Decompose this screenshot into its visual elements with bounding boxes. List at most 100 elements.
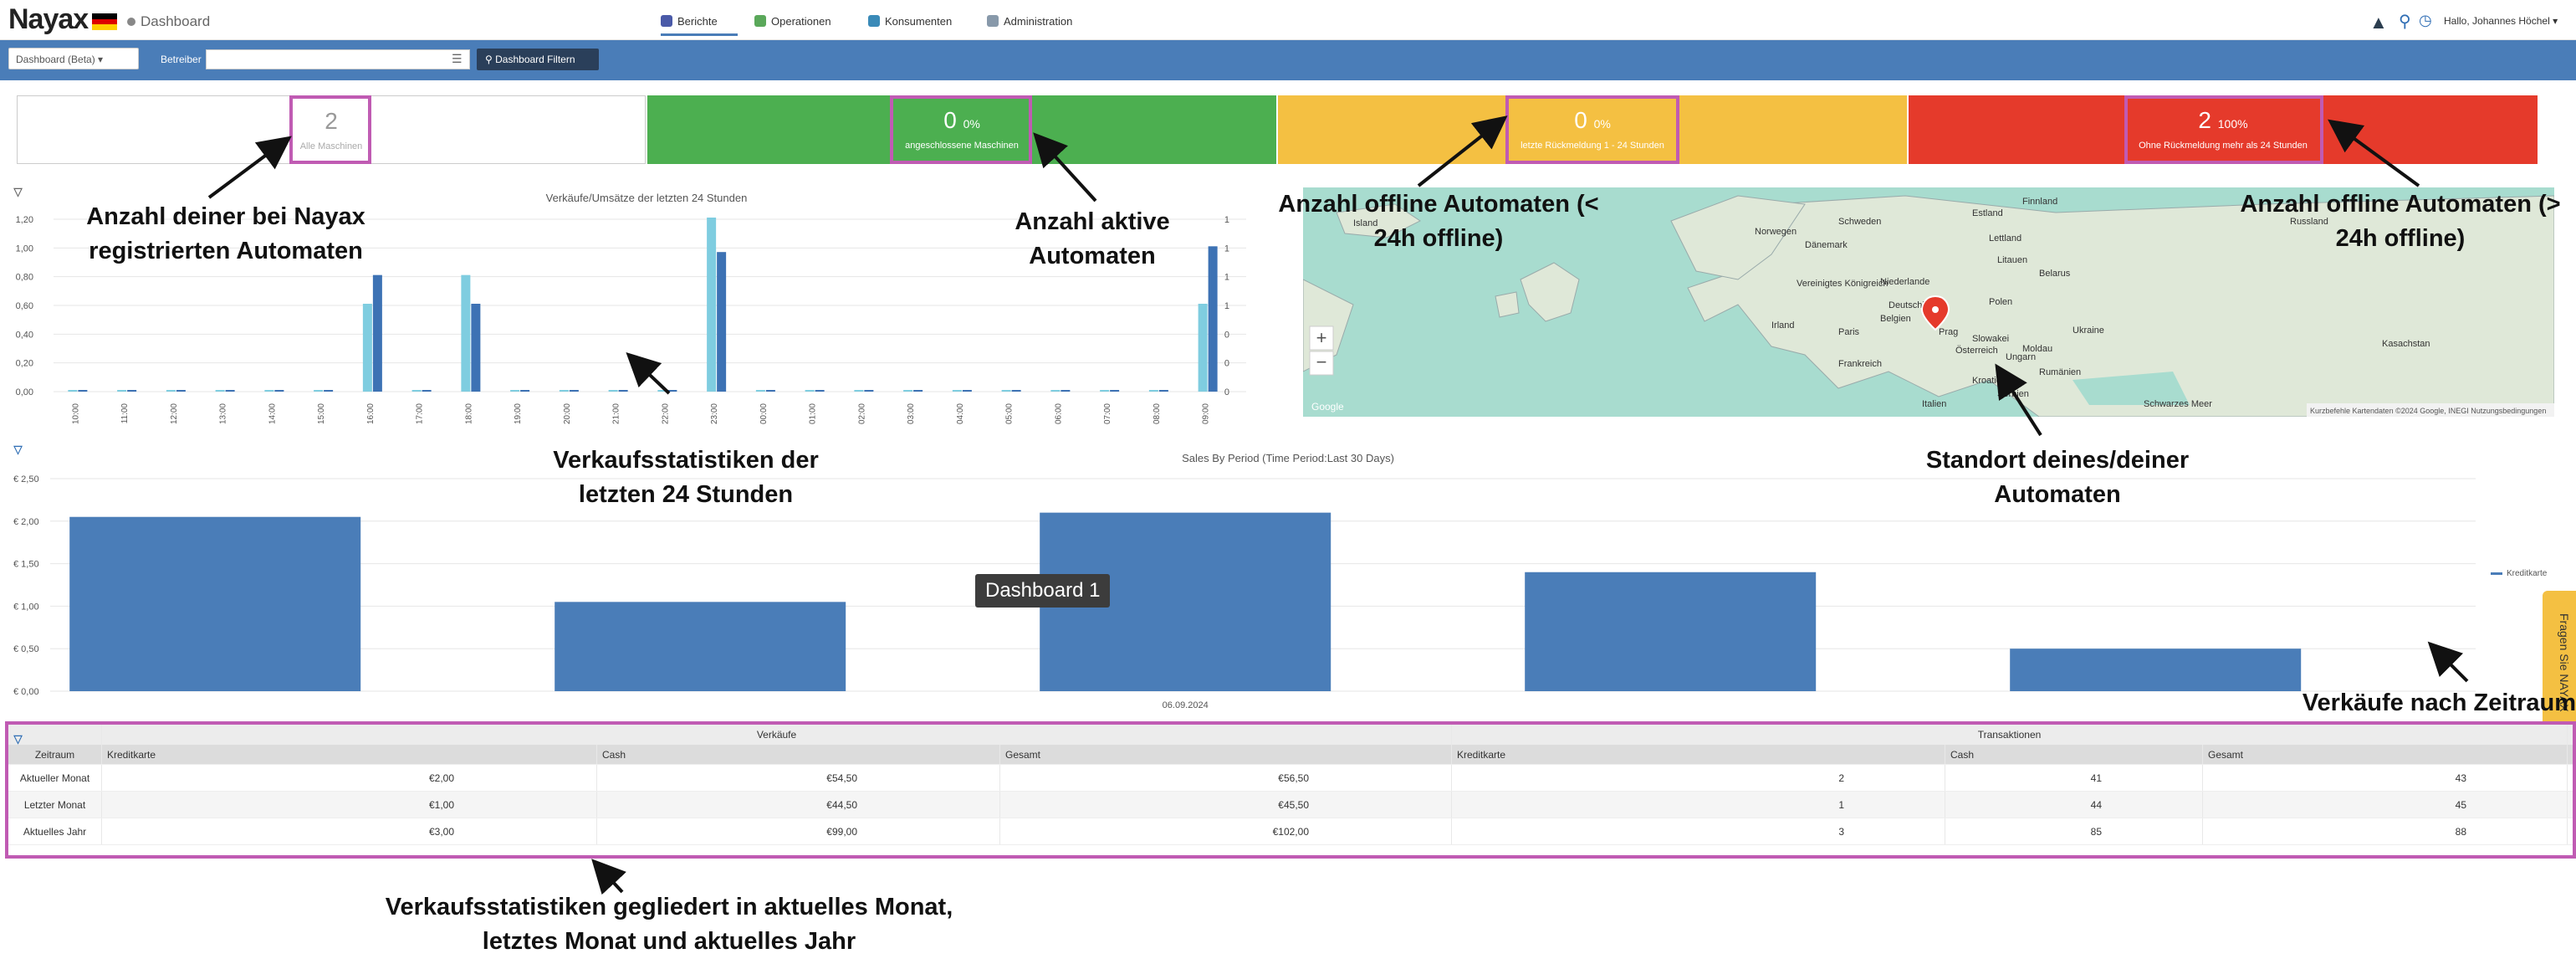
map-label: Frankreich: [1838, 359, 1882, 369]
bar: [1525, 572, 1817, 691]
kpi-label: Ohne Rückmeldung mehr als 24 Stunden: [2139, 141, 2308, 151]
highlight-box: [1505, 95, 1679, 164]
table-row[interactable]: Aktuelles Jahr €3,00 €99,00 €102,00 3 85 88: [8, 818, 2573, 845]
bar: [314, 390, 324, 392]
annotation-table-note: Verkaufsstatistiken gegliedert in aktuel…: [385, 894, 953, 955]
nayax-logo[interactable]: Nayax: [8, 3, 89, 35]
filter-button-label: Dashboard Filtern: [495, 54, 575, 65]
user-greeting[interactable]: Hallo, Johannes Höchel ▾: [2444, 15, 2558, 27]
bar: [952, 390, 962, 392]
table-row[interactable]: Letzter Monat €1,00 €44,50 €45,50 1 44 45: [8, 792, 2573, 818]
tab-operationen[interactable]: Operationen: [754, 10, 831, 32]
ask-nayax-label: Fragen Sie NAYAX: [2558, 613, 2571, 712]
table-group-header: Verkäufe Transaktionen: [8, 725, 2573, 745]
column-header[interactable]: Cash: [597, 745, 1000, 764]
x-tick-label: 00:00: [759, 403, 769, 424]
map-label: Österreich: [1955, 346, 1998, 356]
bar: [324, 390, 334, 392]
chart-legend[interactable]: Kreditkarte: [2491, 569, 2547, 578]
chart-sales-by-period: € 0,00 € 0,50 € 1,00 € 1,50 € 2,00 € 2,50 06.0…: [13, 474, 2476, 710]
bar: [471, 304, 481, 392]
map-label: Irland: [1771, 320, 1795, 331]
legend-swatch: [2491, 572, 2502, 575]
table-cell: 41: [1945, 765, 2203, 791]
chart-24h: 0,00 0 0,20 0 0,40 0 0,60 1 0,80 1 1,00 1 1,20 1 10:00…: [16, 215, 1246, 424]
y-tick-label: € 0,00: [13, 687, 39, 697]
filter-icon[interactable]: ▿: [13, 438, 23, 459]
search-icon[interactable]: ⚲: [2399, 13, 2411, 31]
annotation-offline-long: Anzahl offline Automaten (> 24h offline): [2240, 191, 2561, 252]
ask-nayax-tab[interactable]: [2543, 591, 2576, 733]
table-row[interactable]: Aktueller Monat €2,00 €54,50 €56,50 2 41 43: [8, 765, 2573, 792]
column-header[interactable]: Gesamt: [2203, 745, 2568, 764]
filter-icon[interactable]: ▿: [13, 728, 23, 749]
bar: [1100, 390, 1110, 392]
tab-label: Administration: [1004, 14, 1073, 28]
bar: [68, 390, 78, 392]
y2-tick-label: 0: [1224, 387, 1229, 397]
annotation-by-period: Verkäufe nach Zeitraum: [2302, 690, 2576, 716]
operator-input[interactable]: [206, 49, 470, 69]
dashboard-filter-button[interactable]: ⚲ Dashboard Filtern: [477, 49, 599, 70]
kpi-offline-short[interactable]: 0 0% letzte Rückmeldung 1 - 24 Stunden: [1278, 95, 1907, 164]
europe-map[interactable]: Island Finnland Schweden Norwegen Estland Let…: [1303, 187, 2554, 417]
german-flag-icon: [92, 13, 117, 30]
kpi-offline-long[interactable]: 2 100% Ohne Rückmeldung mehr als 24 Stun…: [1909, 95, 2538, 164]
map-label: Russland: [2290, 217, 2328, 227]
zoom-out-button[interactable]: [1309, 351, 1334, 376]
bar: [608, 390, 618, 392]
tab-label: Konsumenten: [885, 14, 953, 28]
dashboard-tooltip: Dashboard 1: [975, 574, 1111, 608]
greeting-text: Hallo, Johannes Höchel: [2444, 15, 2550, 27]
column-header[interactable]: Zeitraum: [8, 745, 102, 764]
bar: [805, 390, 815, 392]
kpi-label: letzte Rückmeldung 1 - 24 Stunden: [1521, 141, 1664, 151]
map-label: Serbien: [1997, 389, 2029, 399]
column-header[interactable]: Kreditkarte: [102, 745, 597, 764]
table-cell: €99,00: [597, 818, 1000, 844]
graduation-cap-icon[interactable]: ▲: [2369, 12, 2388, 33]
bar: [854, 390, 864, 392]
filter-icon[interactable]: ▿: [13, 181, 23, 202]
y-tick-label: 0,60: [16, 301, 33, 311]
bar: [1061, 390, 1071, 392]
y-tick-label: 0,00: [16, 387, 33, 397]
bar: [903, 390, 913, 392]
table-cell: 3: [1452, 818, 1945, 844]
tab-berichte[interactable]: Berichte: [661, 10, 718, 32]
dashboard-select[interactable]: Dashboard (Beta) ▾: [8, 48, 139, 69]
clock-icon[interactable]: ◷: [2419, 12, 2432, 28]
google-attribution: Google: [1311, 401, 1344, 413]
breadcrumb: Dashboard: [141, 13, 211, 29]
map-panel[interactable]: Island Finnland Schweden Norwegen Estland Let…: [1303, 187, 2554, 417]
zoom-in-button[interactable]: [1309, 326, 1334, 351]
map-label: Polen: [1989, 297, 2012, 307]
bar: [461, 274, 471, 392]
list-icon[interactable]: ☰: [452, 52, 463, 65]
bar: [1148, 390, 1158, 392]
tab-administration[interactable]: Administration: [987, 10, 1072, 32]
kpi-label: Alle Maschinen: [299, 141, 363, 151]
tab-konsumenten[interactable]: Konsumenten: [868, 10, 952, 32]
search-icon: ⚲: [485, 54, 493, 65]
column-header[interactable]: Gesamt: [1000, 745, 1452, 764]
bar: [962, 390, 972, 392]
bar: [1208, 246, 1218, 392]
bar: [569, 390, 579, 392]
kpi-percent: 0%: [1593, 117, 1611, 131]
bar: [559, 390, 569, 392]
kpi-all-machines[interactable]: 2 Alle Maschinen: [17, 95, 646, 164]
map-label: Slowakei: [1972, 334, 2009, 344]
map-labels: Island Finnland Schweden Norwegen Estland Let…: [1353, 197, 2430, 409]
bar: [555, 602, 846, 691]
bar: [215, 390, 225, 392]
column-header[interactable]: Cash: [1945, 745, 2203, 764]
y-tick-label: € 1,00: [13, 602, 39, 612]
kpi-value: 0: [1574, 107, 1587, 133]
bar: [362, 304, 372, 392]
kpi-connected-machines[interactable]: 0 0% angeschlossene Maschinen: [647, 95, 1276, 164]
column-header[interactable]: Kreditkarte: [1452, 745, 1945, 764]
bar: [78, 390, 88, 392]
map-label: Schweden: [1838, 217, 1881, 227]
highlight-box: [890, 95, 1032, 164]
